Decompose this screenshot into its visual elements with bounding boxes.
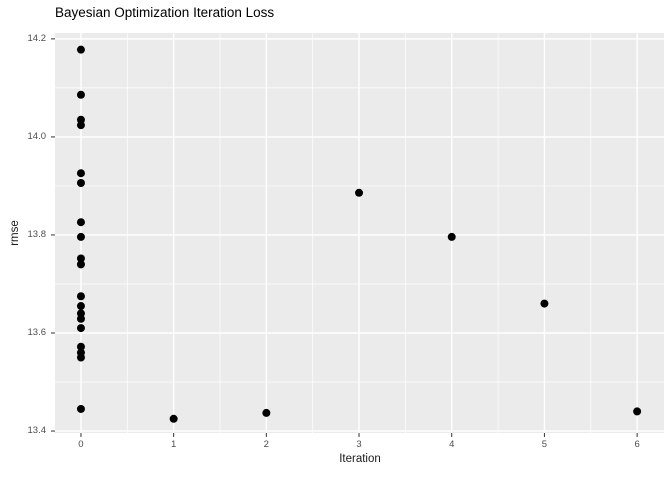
data-point: [355, 188, 364, 197]
data-point: [76, 121, 85, 130]
y-tick-label: 13.8: [27, 228, 47, 240]
data-point: [76, 353, 85, 362]
y-axis-title: rmse: [9, 220, 21, 246]
data-point: [76, 232, 85, 241]
y-tick-label: 14.0: [27, 130, 47, 142]
data-point: [76, 179, 85, 187]
data-point: [76, 314, 85, 323]
y-tick-label: 13.4: [27, 425, 47, 437]
x-tick-label: 3: [356, 439, 362, 450]
x-tick-label: 0: [78, 439, 84, 450]
data-point: [76, 169, 85, 178]
x-tick-label: 6: [634, 439, 640, 450]
data-point: [447, 232, 456, 241]
x-tick-label: 2: [263, 439, 269, 450]
data-point: [633, 407, 642, 416]
data-point: [540, 299, 549, 308]
data-point: [76, 254, 85, 263]
x-tick-label: 5: [541, 439, 548, 450]
data-point: [76, 260, 85, 269]
y-tick-label: 14.2: [27, 32, 47, 44]
x-axis-title: Iteration: [339, 453, 381, 465]
data-point: [76, 45, 85, 54]
x-tick-label: 4: [449, 439, 455, 450]
data-point: [76, 342, 85, 351]
data-point: [76, 324, 85, 333]
data-point: [76, 302, 85, 311]
data-point: [76, 292, 85, 301]
data-point: [76, 218, 85, 227]
data-point: [76, 90, 85, 99]
y-tick-label: 13.6: [27, 327, 47, 338]
data-point: [262, 408, 271, 417]
chart-title: Bayesian Optimization Iteration Loss: [55, 5, 275, 20]
data-point: [169, 414, 178, 423]
x-tick-label: 1: [170, 439, 177, 450]
data-point: [76, 404, 85, 413]
